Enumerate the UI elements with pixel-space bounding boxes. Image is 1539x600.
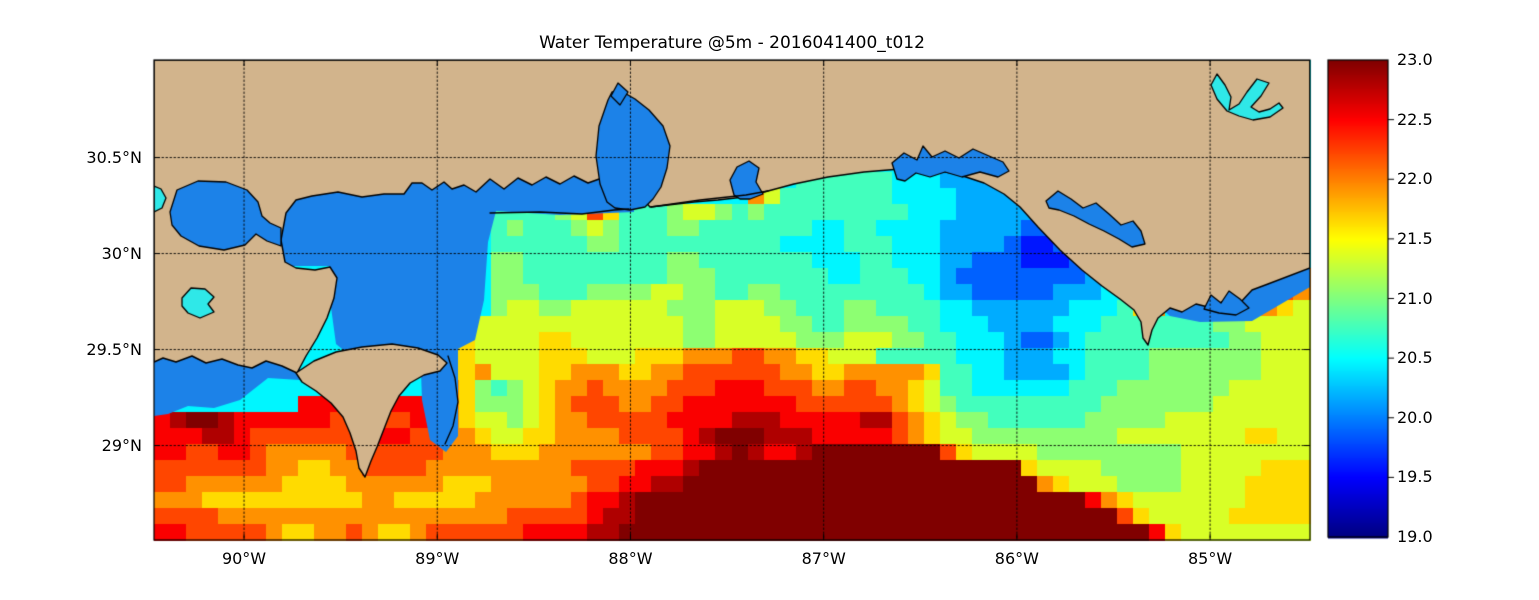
y-tick-label: 30.5°N <box>86 147 142 167</box>
x-tick-label: 85°W <box>1188 549 1233 568</box>
colorbar-tick-label: 19.0 <box>1397 527 1433 546</box>
colorbar-tick-label: 21.0 <box>1397 288 1433 308</box>
colorbar-tick-label: 23.0 <box>1397 50 1433 69</box>
chart-title: Water Temperature @5m - 2016041400_t012 <box>539 33 925 53</box>
x-tick-label: 86°W <box>994 549 1039 568</box>
y-tick-label: 29.5°N <box>86 339 142 359</box>
colorbar-tick-label: 21.5 <box>1397 228 1433 248</box>
y-tick-label: 30°N <box>101 243 142 263</box>
x-tick-label: 88°W <box>608 549 653 568</box>
colorbar-tick-label: 20.5 <box>1397 348 1433 368</box>
x-tick-label: 87°W <box>801 549 846 568</box>
colorbar-tick-label: 22.5 <box>1397 109 1433 129</box>
colorbar-tick-label: 20.0 <box>1397 407 1433 427</box>
colorbar-tick-label: 22.0 <box>1397 169 1433 189</box>
y-tick-label: 29°N <box>101 435 142 455</box>
x-tick-label: 90°W <box>221 549 267 568</box>
colorbar-tick-label: 19.5 <box>1397 467 1433 487</box>
x-tick-label: 89°W <box>415 549 460 568</box>
